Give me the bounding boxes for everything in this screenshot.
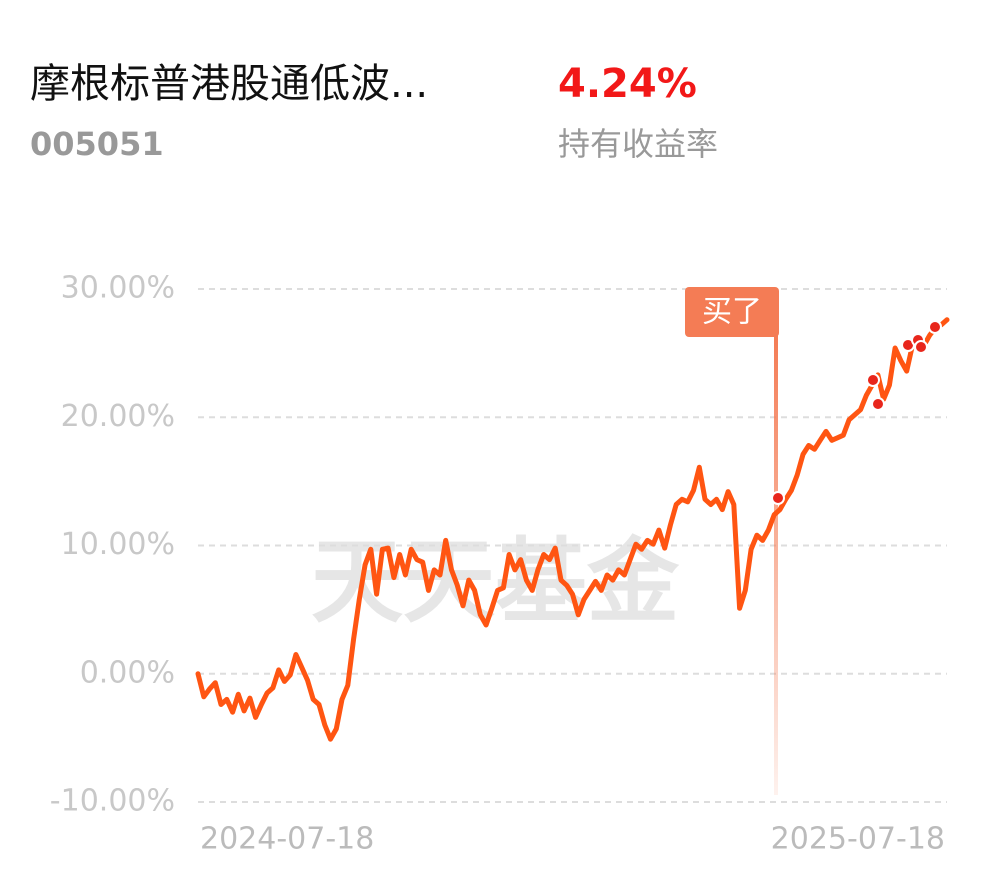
- y-tick-label: -10.00%: [50, 784, 175, 819]
- watermark: 天天基金: [311, 528, 680, 636]
- trade-dot: [771, 491, 785, 505]
- y-tick-label: 0.00%: [80, 655, 175, 690]
- return-label: 持有收益率: [558, 125, 718, 163]
- buy-line: [774, 335, 778, 795]
- buy-label-box: [685, 287, 779, 337]
- trade-dot: [866, 373, 880, 387]
- y-tick-label: 30.00%: [61, 271, 175, 306]
- trade-dot: [928, 320, 942, 334]
- trade-dot: [871, 397, 885, 411]
- series-line: [195, 317, 950, 742]
- buy-label: 买了: [702, 295, 762, 330]
- trade-dot: [914, 340, 928, 354]
- plot: 30.00% 20.00% 10.00% 0.00% -10.00% 2024-07-18…: [50, 271, 950, 857]
- y-tick-label: 20.00%: [61, 399, 175, 434]
- fund-code: 005051: [30, 125, 164, 163]
- y-tick-label: 10.00%: [61, 527, 175, 562]
- return-value: 4.24%: [558, 61, 697, 107]
- fund-title: 摩根标普港股通低波...: [30, 61, 428, 107]
- x-tick-label: 2024-07-18: [200, 822, 374, 857]
- x-tick-label: 2025-07-18: [771, 822, 945, 857]
